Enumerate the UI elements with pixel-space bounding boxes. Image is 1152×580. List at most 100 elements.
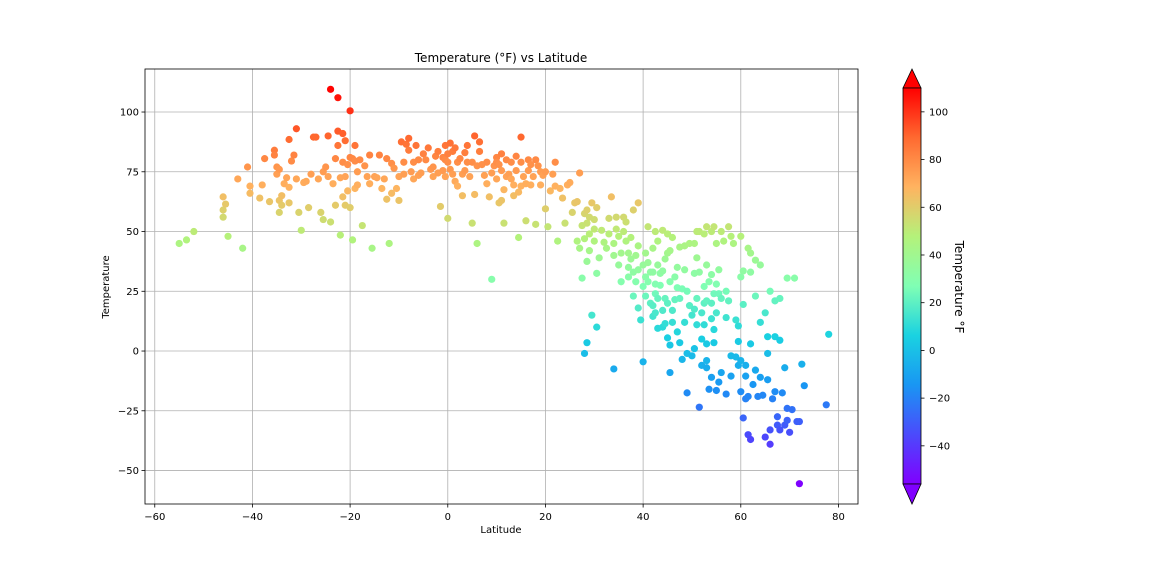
data-point [764, 349, 772, 358]
data-point [707, 373, 716, 381]
data-point [568, 208, 576, 217]
y-tick-label: 50 [126, 227, 139, 238]
data-point [292, 175, 300, 183]
data-point [385, 239, 393, 248]
data-point [449, 170, 457, 178]
data-point [639, 358, 647, 366]
colorbar-ticks: −40 −20 0 20 40 60 80 100 [921, 107, 950, 452]
data-point [468, 219, 476, 227]
data-point [580, 235, 589, 243]
colorbar-tick-label: 40 [929, 250, 942, 261]
data-point [532, 220, 540, 228]
data-point [749, 380, 757, 389]
data-point [681, 266, 689, 274]
data-point [688, 352, 696, 360]
data-point [712, 309, 720, 317]
data-point [783, 274, 791, 282]
data-point [698, 335, 706, 343]
data-point [375, 151, 384, 159]
data-point [392, 184, 401, 193]
data-point [561, 219, 569, 227]
data-point [737, 232, 745, 240]
colorbar-tick-label: −40 [929, 441, 950, 452]
data-point [693, 294, 701, 303]
data-point [705, 385, 713, 393]
data-point [326, 85, 335, 93]
data-point [441, 172, 449, 181]
data-point [471, 132, 479, 140]
data-point [239, 244, 247, 252]
data-point [400, 158, 408, 166]
data-point [566, 178, 574, 187]
data-point [517, 158, 525, 166]
data-point [507, 175, 515, 183]
data-point [681, 318, 689, 326]
data-point [356, 156, 364, 164]
data-point [512, 166, 520, 175]
data-point [739, 267, 747, 275]
data-point [463, 141, 471, 150]
data-point [434, 147, 442, 156]
data-point [703, 356, 711, 365]
data-point [722, 287, 730, 295]
data-point [822, 401, 830, 409]
data-point [717, 294, 725, 303]
data-point [583, 206, 591, 214]
data-point [727, 372, 735, 380]
data-point [444, 158, 452, 166]
data-point [707, 299, 716, 307]
data-point [419, 150, 427, 158]
data-point [693, 254, 701, 262]
data-point [290, 151, 298, 159]
data-point [756, 373, 764, 381]
data-point [344, 187, 352, 195]
data-point [676, 339, 684, 347]
data-point [383, 155, 391, 163]
data-point [729, 239, 738, 248]
colorbar-label: Temperature °F [952, 240, 966, 334]
data-point [221, 200, 230, 208]
data-point [673, 263, 681, 271]
data-point [678, 355, 686, 363]
data-point [593, 204, 601, 212]
data-point [700, 321, 708, 329]
data-point [456, 155, 464, 163]
data-point [771, 388, 779, 396]
data-point [475, 147, 484, 156]
data-point [671, 273, 679, 281]
data-point [610, 251, 618, 260]
data-point [278, 201, 286, 209]
data-point [414, 156, 423, 164]
data-point [663, 334, 672, 342]
colorbar-gradient [902, 87, 922, 485]
data-point [641, 292, 650, 300]
data-point [761, 433, 769, 441]
colorbar-tick-label: 60 [929, 203, 942, 214]
data-point [663, 299, 672, 307]
data-point [224, 232, 232, 240]
data-point [790, 274, 799, 282]
data-point [556, 184, 564, 193]
data-point [585, 230, 594, 238]
data-point [390, 164, 398, 172]
data-point [703, 223, 711, 231]
data-point [673, 328, 681, 336]
data-point [453, 182, 462, 190]
x-tick-label: −20 [340, 512, 361, 523]
data-point [778, 389, 786, 397]
data-point [712, 239, 720, 248]
data-point [405, 134, 413, 142]
data-point [383, 195, 391, 203]
data-point [439, 166, 447, 175]
data-point [654, 294, 662, 303]
data-point [644, 223, 652, 231]
colorbar: −40 −20 0 20 40 60 80 100 Temperature °F [902, 68, 966, 505]
data-point [322, 163, 330, 171]
data-point [554, 237, 562, 245]
data-point [524, 166, 532, 175]
data-point [278, 192, 286, 200]
data-point [590, 225, 598, 233]
data-point [666, 247, 674, 255]
data-point [461, 149, 469, 157]
data-point [668, 306, 677, 315]
